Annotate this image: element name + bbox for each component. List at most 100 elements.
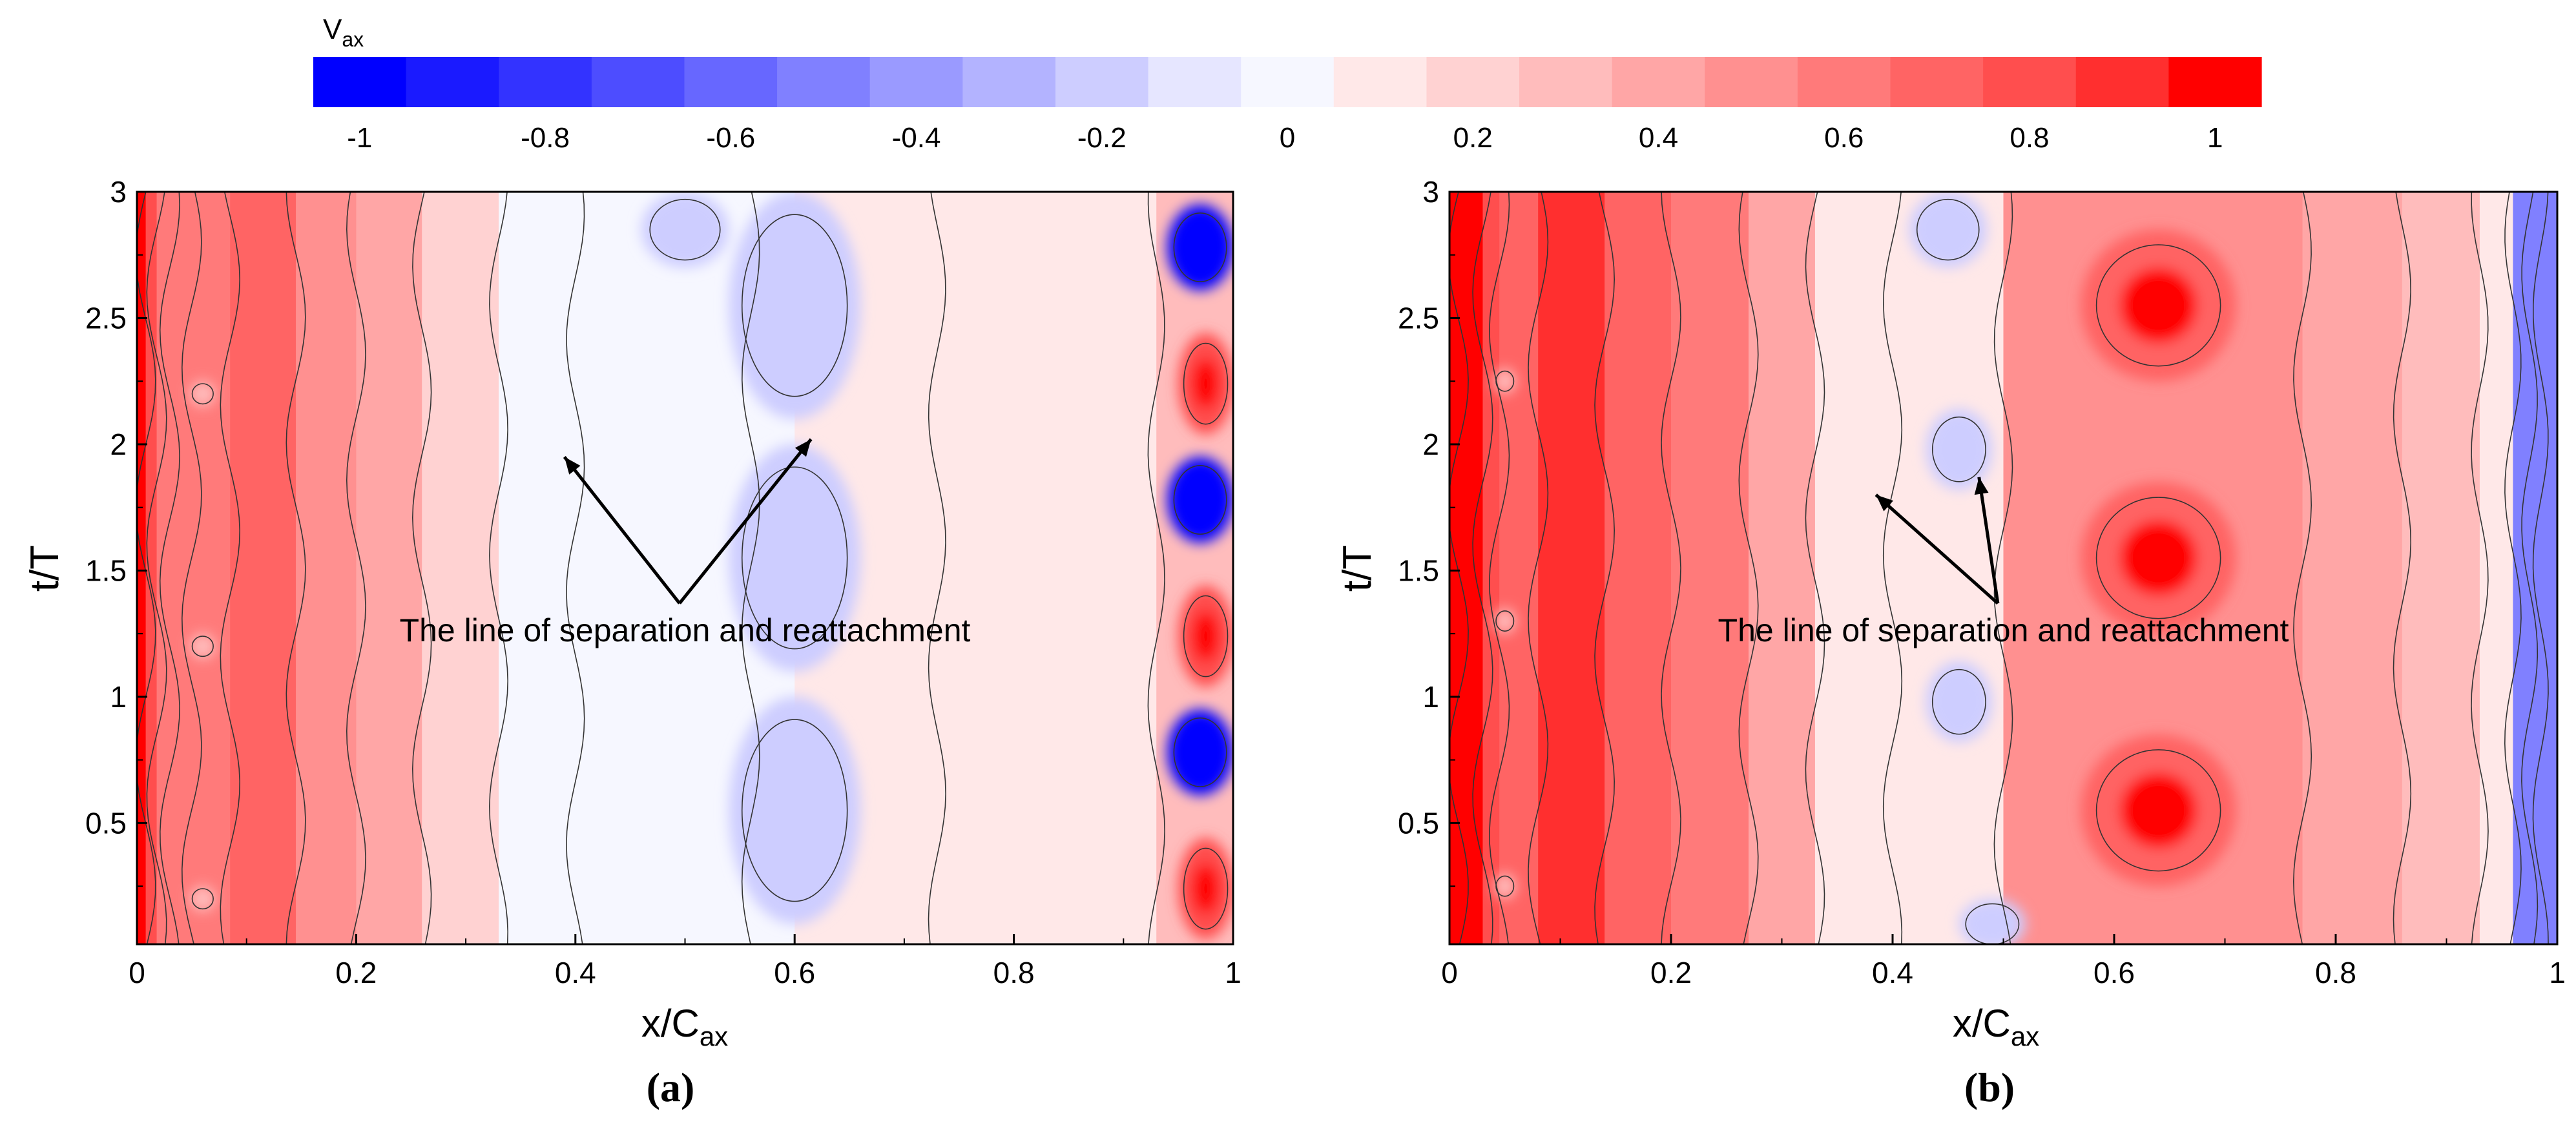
field-blob <box>1926 409 1993 490</box>
colorbar-tick-label: 1 <box>2207 122 2223 154</box>
contour-loop <box>1495 370 1515 392</box>
contour-line <box>1661 192 1681 944</box>
contour-loop <box>741 466 848 650</box>
colorbar-tick-label: 0.2 <box>1453 122 1493 154</box>
colorbar-title-sub: ax <box>342 28 364 51</box>
field-blob-core <box>1192 863 1220 915</box>
y-tick-label: 2.5 <box>1398 301 1439 335</box>
field-blob <box>1926 661 1993 743</box>
colorbar-title: Vax <box>323 14 364 51</box>
colorbar-tick-label: -0.6 <box>706 122 755 154</box>
colorbar: Vax -1 -0.8 -0.6 -0.4 -0.2 0 0.2 0.4 0.6 0.8 1 <box>313 14 2262 154</box>
contour-loop <box>1965 903 2020 944</box>
x-tick-label: 0 <box>129 956 145 989</box>
contour-loop <box>741 214 848 397</box>
contour-loop <box>1495 610 1515 632</box>
contour-loop <box>1183 847 1229 930</box>
contour-line <box>1882 192 1903 944</box>
panel-a: 0 0.2 0.4 0.6 0.8 1 0.5 1 1.5 2 2.5 3 x/Cax t/T (a… <box>23 175 1241 1110</box>
y-tick-label: 0.5 <box>1398 806 1439 840</box>
colorbar-cell <box>1426 57 1520 107</box>
field-blob <box>1909 192 1987 268</box>
field-blob <box>189 886 216 912</box>
contour-line <box>1993 192 2013 944</box>
field-blob <box>641 192 729 268</box>
field-blob-core <box>1183 478 1217 522</box>
y-tick-label: 1.5 <box>1398 553 1439 587</box>
contour-loop <box>2095 244 2221 367</box>
x-tick-label: 0.2 <box>335 956 377 989</box>
field-band <box>1893 192 2004 944</box>
panel-b-x-ticks: 0 0.2 0.4 0.6 0.8 1 <box>1441 934 2566 989</box>
field-blob <box>1958 898 2026 944</box>
field-band <box>2302 192 2403 944</box>
colorbar-cell <box>499 57 592 107</box>
y-tick-label: 3 <box>1422 175 1439 209</box>
y-tick-label: 2.5 <box>85 301 127 335</box>
field-blob-core <box>1183 730 1217 774</box>
field-band <box>2479 192 2514 944</box>
field-blob-core <box>1192 610 1220 662</box>
panel-a-x-ticks: 0 0.2 0.4 0.6 0.8 1 <box>129 934 1241 989</box>
colorbar-cell <box>962 57 1056 107</box>
contour-line <box>411 192 432 944</box>
y-tick-label: 1 <box>1422 680 1439 714</box>
contour-line <box>1147 192 1165 944</box>
field-blob <box>1493 368 1516 394</box>
contour-loop <box>191 383 214 405</box>
contour-line <box>181 192 202 944</box>
contour-line <box>2504 192 2522 944</box>
field-band <box>1814 192 1893 944</box>
contour-loop <box>1495 875 1515 897</box>
field-band <box>230 192 296 944</box>
panel-b-annotation: The line of separation and reattachment <box>1718 477 2289 648</box>
colorbar-cell <box>1055 57 1149 107</box>
colorbar-cells <box>313 57 2262 107</box>
colorbar-cell <box>1705 57 1798 107</box>
field-blob-core <box>2119 772 2197 849</box>
field-band <box>356 192 423 944</box>
y-tick-label: 2 <box>110 428 127 461</box>
colorbar-tick-label: 0.4 <box>1639 122 1678 154</box>
panel-a-annotation: The line of separation and reattachment <box>400 438 971 648</box>
colorbar-cell <box>1612 57 1705 107</box>
field-band <box>1671 192 1749 944</box>
annotation-arrow-shaft <box>563 455 681 605</box>
panel-a-bands <box>137 192 1233 944</box>
contour-line <box>1472 192 1493 944</box>
field-band <box>1605 192 1672 944</box>
x-tick-label: 0.4 <box>555 956 596 989</box>
field-band <box>1482 192 1500 944</box>
colorbar-cell <box>869 57 963 107</box>
x-tick-label: 0.6 <box>2093 956 2135 989</box>
annotation-arrow-shaft <box>678 438 813 605</box>
contour-loop <box>1183 342 1229 425</box>
contour-line <box>1738 192 1759 944</box>
field-band <box>145 192 158 944</box>
panel-a-contour-lines <box>137 192 1229 944</box>
field-blob <box>189 381 216 407</box>
colorbar-title-main: V <box>323 14 342 45</box>
colorbar-cell <box>1519 57 1613 107</box>
panel-a-ylabel: t/T <box>23 545 67 592</box>
field-band <box>2402 192 2480 944</box>
colorbar-tick-label: -1 <box>347 122 372 154</box>
field-band <box>2513 192 2557 944</box>
contour-loop <box>1173 464 1227 535</box>
contour-line <box>2471 192 2489 944</box>
x-tick-label: 0.4 <box>1872 956 1913 989</box>
panel-a-xlabel-sub: ax <box>700 1021 728 1051</box>
annotation-arrow-head <box>1876 495 1894 512</box>
contour-loop <box>1931 668 1986 735</box>
x-tick-label: 1 <box>2549 956 2566 989</box>
field-blob-core <box>1192 358 1220 409</box>
panel-b-xlabel-sub: ax <box>2011 1021 2039 1051</box>
colorbar-cell <box>1983 57 2077 107</box>
contour-loop <box>1931 416 1986 482</box>
colorbar-tick-label: 0.6 <box>1824 122 1864 154</box>
contour-line <box>741 192 760 944</box>
panel-b-bands <box>1449 192 2557 944</box>
colorbar-cell <box>2075 57 2169 107</box>
y-tick-label: 3 <box>110 175 127 209</box>
contour-line <box>2521 192 2539 944</box>
